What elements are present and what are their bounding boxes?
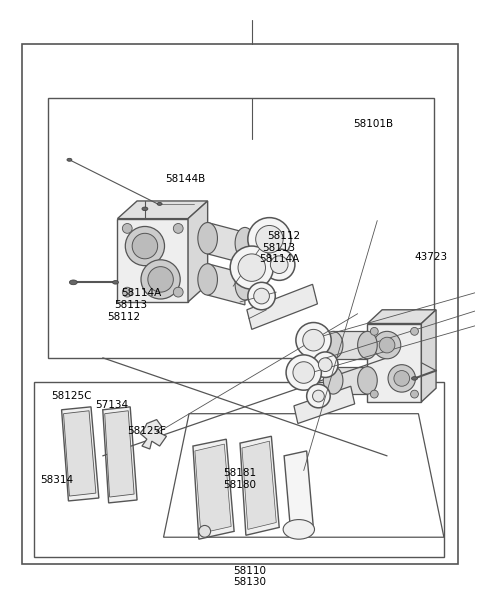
Ellipse shape	[67, 158, 72, 161]
Text: 58101B: 58101B	[353, 119, 393, 129]
Ellipse shape	[173, 287, 183, 297]
Ellipse shape	[324, 332, 343, 359]
Ellipse shape	[142, 207, 148, 211]
Ellipse shape	[157, 202, 162, 205]
Polygon shape	[105, 411, 134, 497]
Ellipse shape	[373, 332, 401, 359]
Polygon shape	[242, 441, 276, 529]
Ellipse shape	[411, 376, 418, 380]
Ellipse shape	[235, 227, 255, 259]
Text: 58110
58130: 58110 58130	[233, 566, 266, 587]
Ellipse shape	[324, 366, 343, 394]
Ellipse shape	[270, 256, 288, 274]
Text: 58314: 58314	[40, 475, 73, 485]
Ellipse shape	[371, 327, 378, 335]
Ellipse shape	[410, 327, 419, 335]
Text: 43723: 43723	[414, 253, 447, 263]
Ellipse shape	[199, 526, 211, 537]
Text: 58112: 58112	[267, 231, 300, 241]
Ellipse shape	[198, 264, 217, 295]
Ellipse shape	[307, 384, 330, 408]
Ellipse shape	[388, 365, 416, 392]
Ellipse shape	[122, 287, 132, 297]
Text: 58181
58180: 58181 58180	[223, 468, 257, 490]
Polygon shape	[333, 332, 368, 359]
Polygon shape	[421, 310, 436, 402]
Ellipse shape	[148, 267, 173, 292]
Polygon shape	[188, 201, 208, 302]
Polygon shape	[240, 436, 279, 535]
Polygon shape	[103, 407, 137, 503]
Ellipse shape	[312, 390, 324, 402]
Ellipse shape	[230, 246, 273, 289]
Ellipse shape	[318, 358, 332, 372]
Ellipse shape	[264, 249, 295, 280]
Text: 58125C: 58125C	[51, 391, 91, 401]
Ellipse shape	[358, 332, 377, 359]
Ellipse shape	[122, 224, 132, 233]
Text: 58114A: 58114A	[121, 288, 162, 298]
Ellipse shape	[248, 218, 291, 261]
Ellipse shape	[70, 280, 77, 285]
Ellipse shape	[358, 366, 377, 394]
Ellipse shape	[303, 329, 324, 351]
Polygon shape	[368, 310, 436, 323]
Ellipse shape	[256, 225, 283, 253]
Bar	[48, 98, 434, 358]
Polygon shape	[195, 444, 231, 533]
Ellipse shape	[283, 520, 314, 539]
Text: 58112: 58112	[108, 312, 141, 322]
Polygon shape	[193, 439, 234, 539]
Ellipse shape	[132, 233, 157, 259]
Ellipse shape	[394, 371, 409, 386]
Text: 57134: 57134	[96, 400, 129, 410]
Polygon shape	[333, 366, 368, 394]
Polygon shape	[118, 219, 188, 302]
Polygon shape	[247, 284, 317, 329]
Polygon shape	[63, 411, 96, 496]
Ellipse shape	[198, 222, 217, 254]
Ellipse shape	[371, 390, 378, 398]
Text: 58114A: 58114A	[259, 254, 299, 264]
Bar	[23, 44, 457, 563]
Polygon shape	[118, 201, 208, 219]
Ellipse shape	[112, 281, 119, 284]
Text: 58144B: 58144B	[165, 174, 205, 184]
Polygon shape	[140, 419, 167, 449]
Polygon shape	[208, 264, 245, 305]
Ellipse shape	[286, 355, 322, 390]
Ellipse shape	[235, 268, 255, 300]
Polygon shape	[294, 386, 355, 424]
Text: 58113: 58113	[114, 300, 147, 310]
Polygon shape	[284, 451, 313, 535]
Ellipse shape	[141, 260, 180, 299]
Ellipse shape	[296, 323, 331, 358]
Ellipse shape	[312, 352, 338, 378]
Ellipse shape	[254, 289, 269, 304]
Ellipse shape	[173, 224, 183, 233]
Ellipse shape	[125, 227, 165, 266]
Ellipse shape	[238, 254, 265, 281]
Ellipse shape	[379, 337, 395, 353]
Ellipse shape	[248, 283, 276, 310]
Polygon shape	[61, 407, 99, 501]
Text: 58113: 58113	[263, 242, 296, 253]
Text: 58125F: 58125F	[127, 426, 166, 436]
Polygon shape	[368, 323, 421, 402]
Polygon shape	[208, 222, 245, 264]
Ellipse shape	[410, 390, 419, 398]
Bar	[34, 382, 444, 557]
Ellipse shape	[293, 362, 314, 384]
